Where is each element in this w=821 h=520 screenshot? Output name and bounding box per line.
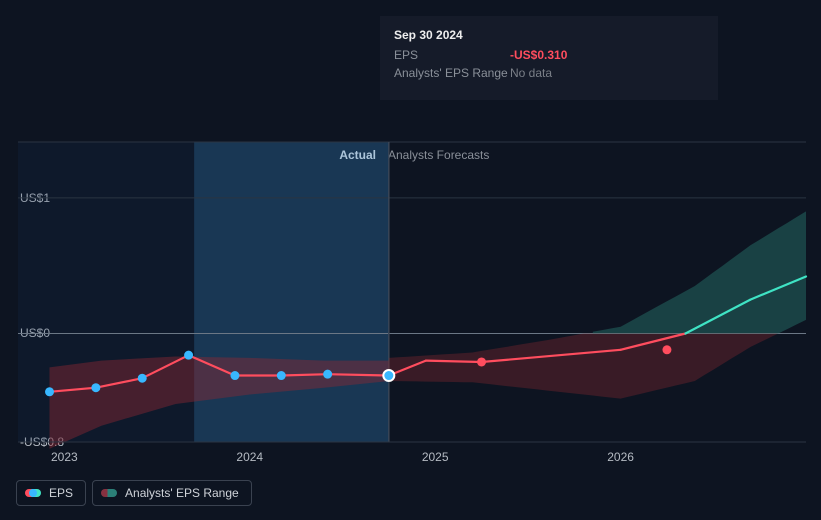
eps-dot[interactable] <box>662 345 671 354</box>
range-fc-neg-area <box>389 334 778 399</box>
tooltip-date: Sep 30 2024 <box>394 26 704 44</box>
legend-swatch-eps <box>25 489 41 497</box>
tooltip: Sep 30 2024 EPS -US$0.310 Analysts' EPS … <box>380 16 718 100</box>
eps-dot[interactable] <box>138 374 147 383</box>
eps-dot[interactable] <box>277 371 286 380</box>
tooltip-row: Analysts' EPS Range No data <box>394 64 704 82</box>
tooltip-row-key: Analysts' EPS Range <box>394 64 510 82</box>
eps-line-seg <box>328 374 389 375</box>
eps-chart: { "tooltip": { "date": "Sep 30 2024", "r… <box>0 0 821 520</box>
eps-dot[interactable] <box>184 351 193 360</box>
legend-swatch-range <box>101 489 117 497</box>
legend: EPS Analysts' EPS Range <box>16 480 252 506</box>
eps-line-seg <box>281 374 327 375</box>
legend-item-eps[interactable]: EPS <box>16 480 86 506</box>
tooltip-row-key: EPS <box>394 46 510 64</box>
legend-label: Analysts' EPS Range <box>125 486 239 500</box>
eps-dot[interactable] <box>477 357 486 366</box>
tooltip-row-val: -US$0.310 <box>510 46 567 64</box>
legend-label: EPS <box>49 486 73 500</box>
tooltip-row: EPS -US$0.310 <box>394 46 704 64</box>
active-marker[interactable] <box>383 370 394 381</box>
eps-dot[interactable] <box>45 387 54 396</box>
legend-item-range[interactable]: Analysts' EPS Range <box>92 480 252 506</box>
eps-dot[interactable] <box>323 370 332 379</box>
eps-line-seg <box>426 361 482 362</box>
eps-dot[interactable] <box>91 383 100 392</box>
tooltip-row-val: No data <box>510 64 552 82</box>
range-fc-pos-area <box>593 211 806 333</box>
eps-dot[interactable] <box>230 371 239 380</box>
